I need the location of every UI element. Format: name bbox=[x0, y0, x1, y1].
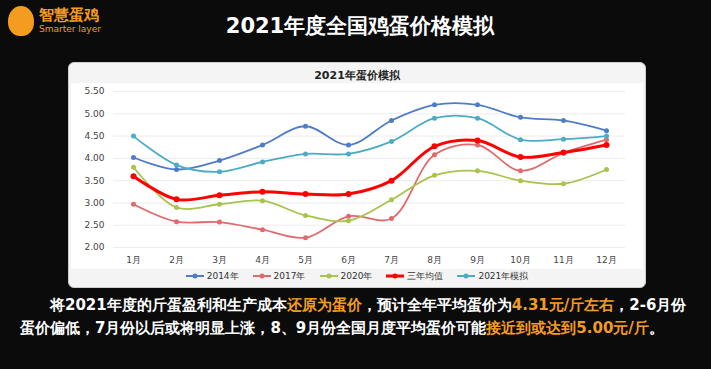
svg-text:9月: 9月 bbox=[470, 255, 485, 265]
html-text:2017年: 2017年 bbox=[273, 270, 306, 281]
svg-text:2.50: 2.50 bbox=[84, 220, 104, 230]
html-text:2020年: 2020年 bbox=[340, 270, 373, 281]
svg-text:6月: 6月 bbox=[341, 255, 356, 265]
svg-text:7月: 7月 bbox=[384, 255, 399, 265]
svg-text:3.00: 3.00 bbox=[84, 198, 104, 208]
html-text:智慧蛋鸡: 智慧蛋鸡 bbox=[39, 6, 99, 24]
svg-text:8月: 8月 bbox=[427, 255, 442, 265]
svg-text:2月: 2月 bbox=[169, 255, 184, 265]
svg-text:3月: 3月 bbox=[212, 255, 227, 265]
html-text:三年均值: 三年均值 bbox=[407, 270, 444, 281]
svg-text:4.00: 4.00 bbox=[84, 153, 104, 163]
html-text:Smarter layer: Smarter layer bbox=[39, 24, 101, 34]
svg-text:5月: 5月 bbox=[298, 255, 313, 265]
svg-text:4月: 4月 bbox=[255, 255, 270, 265]
svg-text:11月: 11月 bbox=[553, 255, 573, 265]
svg-text:12月: 12月 bbox=[596, 255, 616, 265]
svg-text:5.50: 5.50 bbox=[84, 86, 104, 96]
html-text:将2021年度的斤蛋盈利和生产成本还原为蛋价，预计全年平均蛋: 将2021年度的斤蛋盈利和生产成本还原为蛋价，预计全年平均蛋价为4.31元/斤左… bbox=[20, 296, 687, 337]
svg-text:5.00: 5.00 bbox=[84, 109, 104, 119]
html-text:2014年: 2014年 bbox=[206, 270, 239, 281]
svg-text:3.50: 3.50 bbox=[84, 176, 104, 186]
svg-text:10月: 10月 bbox=[510, 255, 530, 265]
svg-text:4.50: 4.50 bbox=[84, 131, 104, 141]
svg-text:1月: 1月 bbox=[126, 255, 141, 265]
html-text:2021年模拟: 2021年模拟 bbox=[478, 270, 529, 281]
html-text:2021年蛋价模拟: 2021年蛋价模拟 bbox=[314, 69, 400, 82]
svg-text:2.00: 2.00 bbox=[84, 242, 104, 252]
html-text:2021年度全国鸡蛋价格模拟: 2021年度全国鸡蛋价格模拟 bbox=[225, 14, 495, 38]
